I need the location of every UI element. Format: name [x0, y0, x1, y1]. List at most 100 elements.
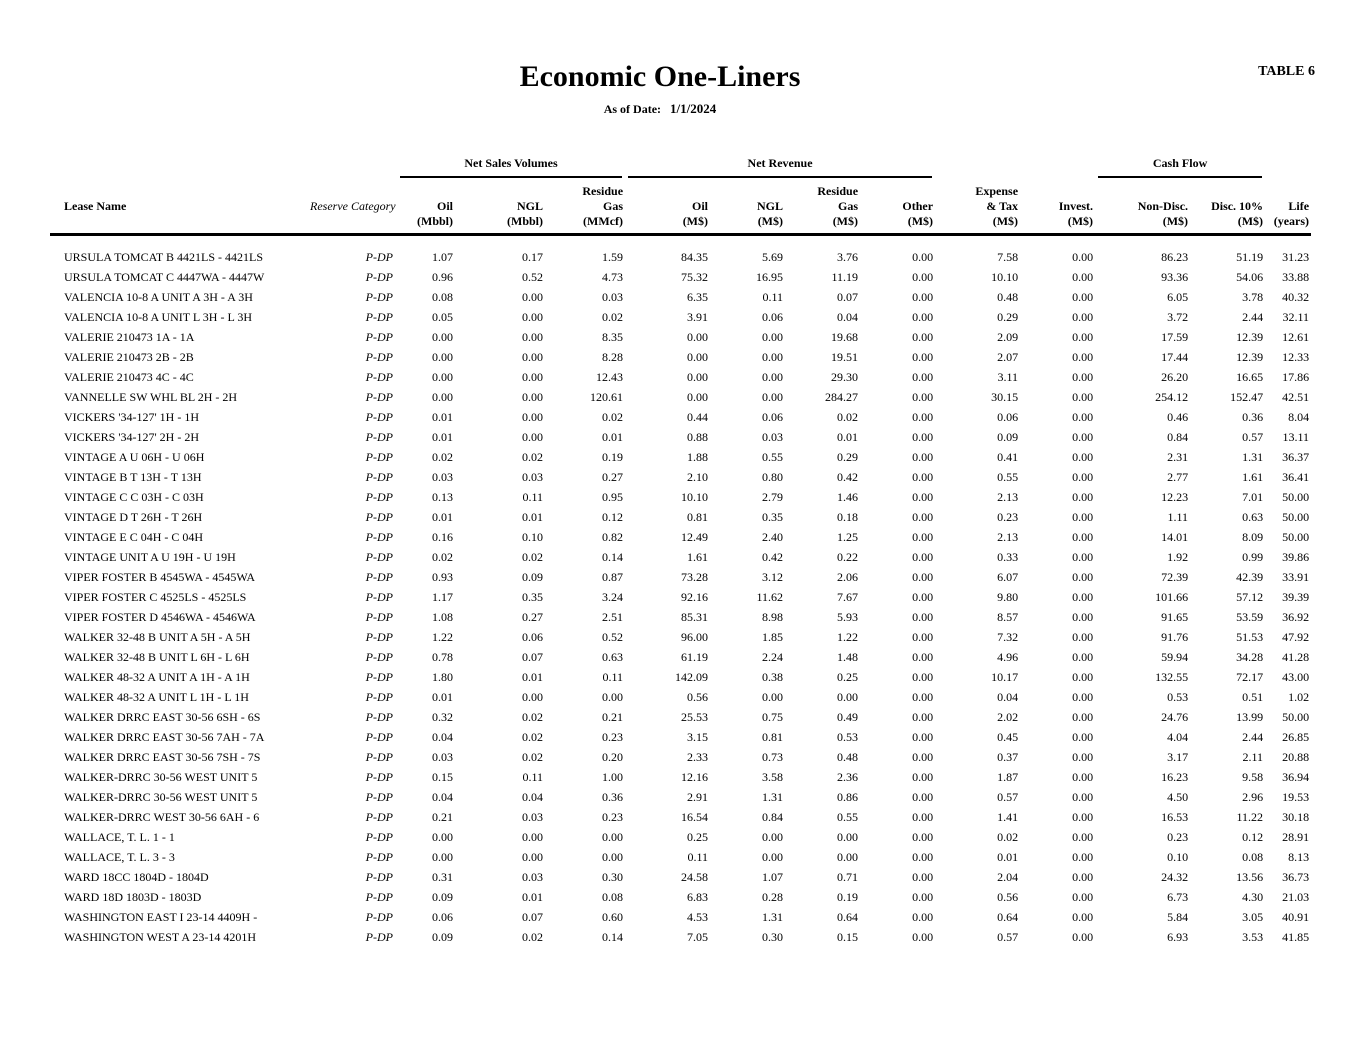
- value-ngl_volume: 0.17: [522, 250, 543, 264]
- value-residue_gas_volume: 0.60: [602, 910, 624, 924]
- value-other_revenue: 0.00: [912, 850, 934, 864]
- reserve-category: P-DP: [365, 910, 393, 924]
- value-oil_volume: 0.16: [432, 530, 453, 544]
- value-life: 40.32: [1282, 290, 1310, 304]
- table-row: VINTAGE A U 06H - U 06H P-DP 0.02 0.02 0.19 1…: [50, 447, 1311, 467]
- value-ngl_volume: 0.03: [522, 810, 543, 824]
- value-residue_gas_revenue: 7.67: [837, 590, 859, 604]
- value-life: 1.02: [1288, 690, 1310, 704]
- value-residue_gas_revenue: 1.25: [837, 530, 859, 544]
- value-residue_gas_revenue: 19.51: [831, 350, 859, 364]
- value-cash_flow_non_disc: 254.12: [1155, 390, 1189, 404]
- value-oil_volume: 1.17: [432, 590, 453, 604]
- value-invest: 0.00: [1072, 490, 1094, 504]
- value-other_revenue: 0.00: [912, 290, 934, 304]
- value-cash_flow_disc_10: 2.44: [1242, 310, 1264, 324]
- value-ngl_revenue: 11.62: [756, 590, 784, 604]
- lease-name: VINTAGE UNIT A U 19H - U 19H: [64, 550, 236, 564]
- value-expense_tax: 10.17: [991, 670, 1019, 684]
- value-ngl_volume: 0.35: [522, 590, 543, 604]
- value-ngl_revenue: 0.00: [762, 830, 784, 844]
- value-residue_gas_volume: 0.08: [602, 890, 624, 904]
- value-invest: 0.00: [1072, 830, 1094, 844]
- value-residue_gas_revenue: 2.06: [837, 570, 859, 584]
- lease-name: WALKER DRRC EAST 30-56 6SH - 6S: [64, 710, 261, 724]
- col-header-lease_name: Lease Name: [50, 178, 310, 236]
- value-ngl_volume: 0.00: [522, 290, 543, 304]
- value-residue_gas_volume: 2.51: [602, 610, 624, 624]
- value-oil_revenue: 92.16: [681, 590, 709, 604]
- table-row: VIPER FOSTER C 4525LS - 4525LS P-DP 1.17 0.…: [50, 587, 1311, 607]
- value-ngl_volume: 0.11: [522, 490, 543, 504]
- value-oil_volume: 1.07: [432, 250, 453, 264]
- page-title: Economic One-Liners: [519, 60, 801, 93]
- table-row: URSULA TOMCAT C 4447WA - 4447W P-DP 0.96 0.…: [50, 267, 1311, 287]
- value-invest: 0.00: [1072, 390, 1094, 404]
- value-cash_flow_non_disc: 1.92: [1167, 550, 1189, 564]
- value-ngl_volume: 0.07: [522, 650, 543, 664]
- value-expense_tax: 0.37: [997, 750, 1019, 764]
- table-row: WARD 18CC 1804D - 1804D P-DP 0.31 0.03 0.30 2…: [50, 867, 1311, 887]
- value-other_revenue: 0.00: [912, 930, 934, 944]
- col-header-invest: Invest. (M$): [1020, 178, 1096, 236]
- value-life: 39.86: [1282, 550, 1310, 564]
- value-ngl_revenue: 0.75: [762, 710, 784, 724]
- value-ngl_volume: 0.02: [522, 730, 543, 744]
- value-expense_tax: 0.23: [997, 510, 1019, 524]
- col-header-cash_flow_disc_10: Disc. 10% (M$): [1190, 178, 1266, 236]
- value-ngl_volume: 0.00: [522, 310, 543, 324]
- value-residue_gas_volume: 120.61: [590, 390, 624, 404]
- table-row: VIPER FOSTER D 4546WA - 4546WA P-DP 1.08 0.…: [50, 607, 1311, 627]
- value-cash_flow_non_disc: 16.23: [1161, 770, 1189, 784]
- value-residue_gas_revenue: 0.19: [837, 890, 859, 904]
- value-residue_gas_volume: 0.95: [602, 490, 624, 504]
- economics-table-container: Net Sales Volumes Net Revenue Cash Flow …: [50, 155, 1312, 948]
- value-ngl_revenue: 0.42: [762, 550, 784, 564]
- value-life: 19.53: [1282, 790, 1310, 804]
- value-life: 13.11: [1282, 430, 1310, 444]
- value-oil_volume: 0.01: [432, 510, 453, 524]
- value-ngl_revenue: 0.28: [762, 890, 784, 904]
- value-other_revenue: 0.00: [912, 410, 934, 424]
- value-cash_flow_non_disc: 5.84: [1167, 910, 1189, 924]
- value-cash_flow_non_disc: 0.53: [1167, 690, 1189, 704]
- value-life: 31.23: [1282, 250, 1310, 264]
- value-cash_flow_non_disc: 86.23: [1161, 250, 1189, 264]
- value-cash_flow_disc_10: 53.59: [1236, 610, 1264, 624]
- value-ngl_volume: 0.01: [522, 890, 543, 904]
- value-oil_revenue: 0.25: [687, 830, 709, 844]
- value-oil_revenue: 12.49: [681, 530, 709, 544]
- table-row: VINTAGE B T 13H - T 13H P-DP 0.03 0.03 0.27 2…: [50, 467, 1311, 487]
- value-residue_gas_revenue: 284.27: [825, 390, 859, 404]
- value-cash_flow_non_disc: 0.84: [1167, 430, 1189, 444]
- value-residue_gas_revenue: 0.86: [837, 790, 859, 804]
- value-expense_tax: 6.07: [997, 570, 1019, 584]
- value-other_revenue: 0.00: [912, 590, 934, 604]
- value-residue_gas_volume: 0.11: [602, 670, 624, 684]
- value-residue_gas_revenue: 0.18: [837, 510, 859, 524]
- value-residue_gas_revenue: 0.71: [837, 870, 859, 884]
- value-oil_volume: 1.80: [432, 670, 453, 684]
- value-residue_gas_revenue: 5.93: [837, 610, 859, 624]
- value-expense_tax: 2.09: [997, 330, 1019, 344]
- value-residue_gas_volume: 0.30: [602, 870, 624, 884]
- lease-name: WALKER DRRC EAST 30-56 7AH - 7A: [64, 730, 265, 744]
- value-residue_gas_volume: 0.02: [602, 410, 624, 424]
- value-expense_tax: 2.13: [997, 530, 1019, 544]
- table-number-tag: TABLE 6: [1258, 64, 1315, 79]
- value-cash_flow_disc_10: 8.09: [1242, 530, 1264, 544]
- value-ngl_revenue: 1.07: [762, 870, 784, 884]
- value-oil_revenue: 24.58: [681, 870, 709, 884]
- value-ngl_volume: 0.00: [522, 390, 543, 404]
- value-residue_gas_volume: 1.59: [602, 250, 624, 264]
- value-life: 28.91: [1282, 830, 1310, 844]
- table-body: URSULA TOMCAT B 4421LS - 4421LS P-DP 1.07 0…: [50, 235, 1311, 948]
- value-expense_tax: 0.57: [997, 790, 1019, 804]
- value-cash_flow_non_disc: 2.77: [1167, 470, 1189, 484]
- value-life: 12.33: [1282, 350, 1310, 364]
- value-ngl_revenue: 0.35: [762, 510, 784, 524]
- lease-name: WALKER 48-32 A UNIT A 1H - A 1H: [64, 670, 250, 684]
- table-row: WALKER DRRC EAST 30-56 7AH - 7A P-DP 0.04 0…: [50, 727, 1311, 747]
- value-life: 36.92: [1282, 610, 1310, 624]
- value-oil_revenue: 85.31: [681, 610, 709, 624]
